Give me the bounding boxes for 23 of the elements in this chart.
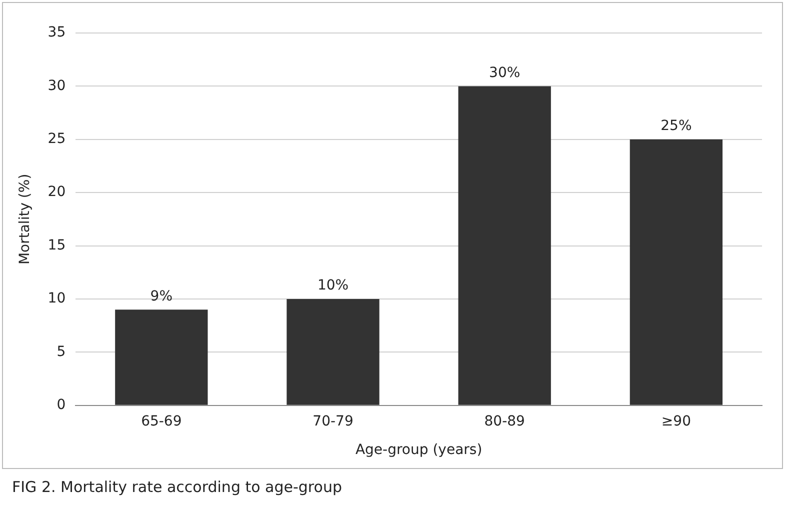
x-tick-label: ≥90 — [661, 413, 691, 430]
bar — [286, 299, 380, 405]
x-tick-label: 80-89 — [484, 413, 525, 430]
y-tick-label: 25 — [48, 131, 66, 148]
caption: FIG 2. Mortality rate according to age-group — [12, 478, 342, 496]
y-tick-label: 15 — [48, 237, 66, 254]
data-label: 10% — [317, 278, 349, 294]
x-tick-label: 70-79 — [312, 413, 354, 430]
bar — [630, 139, 723, 405]
y-tick-label: 20 — [48, 184, 66, 200]
x-tick-label: 65-69 — [141, 413, 182, 430]
x-axis-title: Age-group (years) — [355, 442, 482, 458]
y-tick-label: 30 — [48, 78, 66, 94]
y-tick-label: 0 — [56, 397, 66, 414]
y-tick-label: 10 — [48, 290, 66, 307]
bar — [458, 86, 551, 405]
data-label: 30% — [489, 64, 520, 81]
data-label: 25% — [660, 118, 692, 134]
y-axis-title: Mortality (%) — [17, 174, 34, 265]
data-label: 9% — [150, 288, 173, 304]
bar — [115, 310, 208, 405]
y-tick-label: 5 — [56, 344, 66, 360]
y-tick-label: 35 — [48, 24, 66, 41]
